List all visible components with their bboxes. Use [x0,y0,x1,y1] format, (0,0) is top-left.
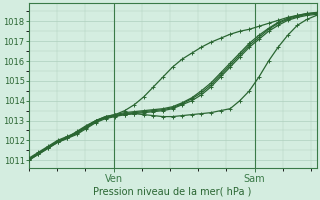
X-axis label: Pression niveau de la mer( hPa ): Pression niveau de la mer( hPa ) [93,187,252,197]
